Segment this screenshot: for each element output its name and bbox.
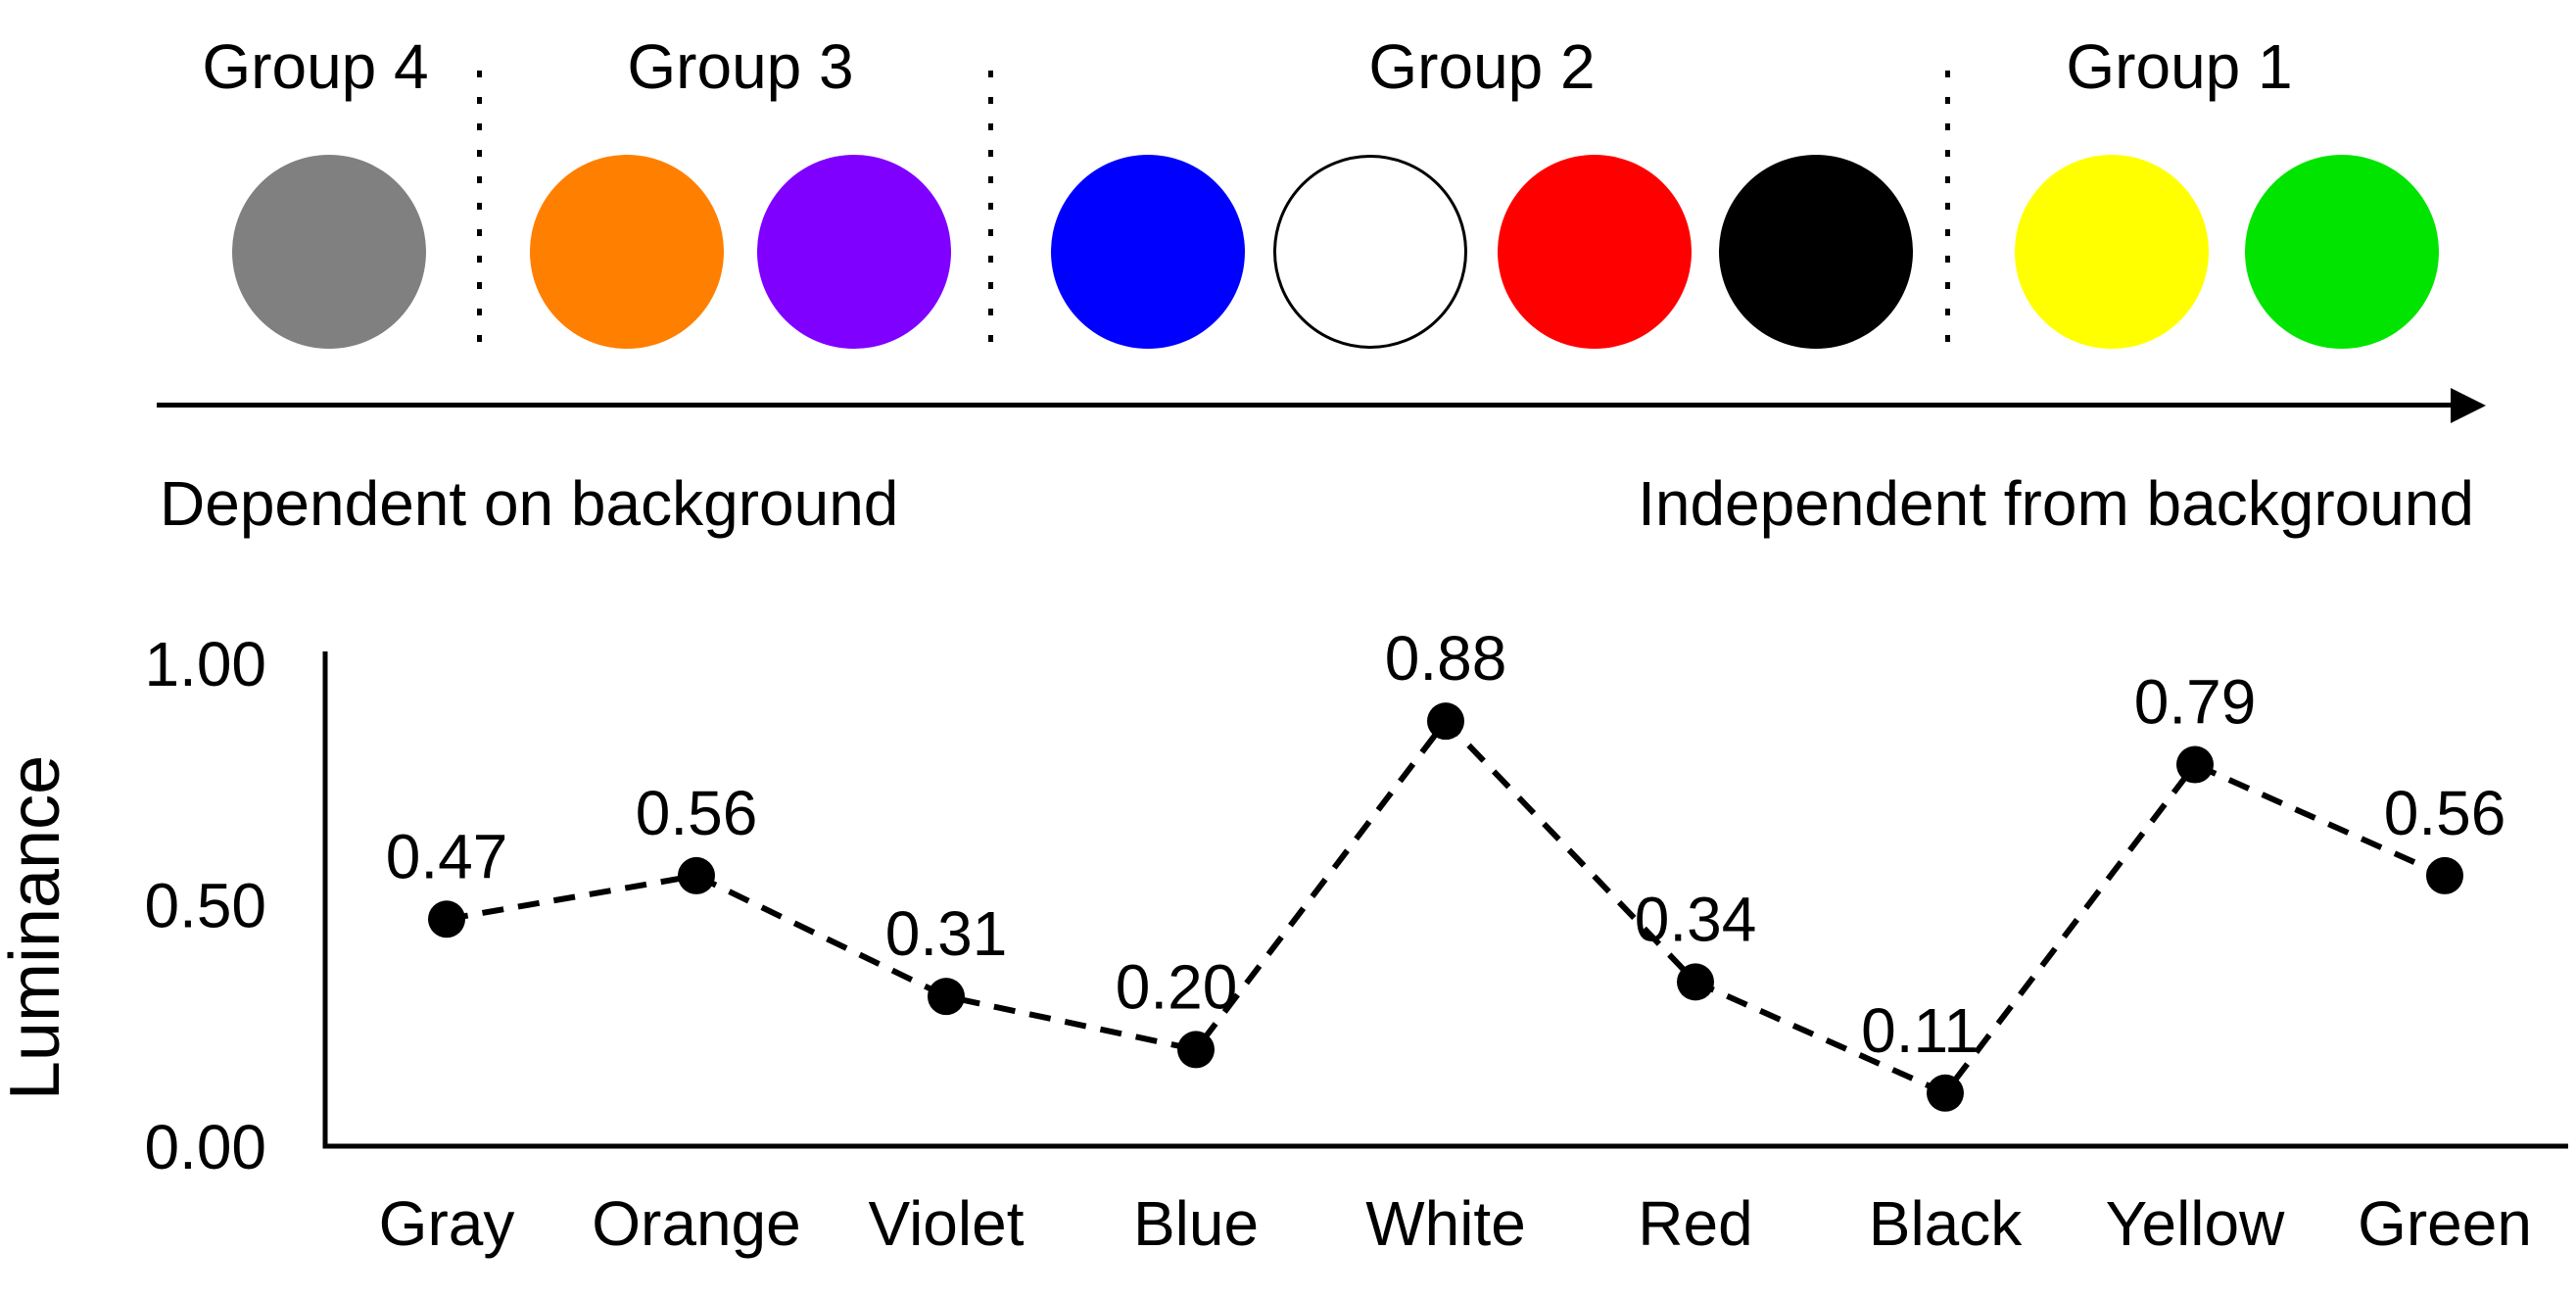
data-point-orange — [678, 856, 715, 894]
x-category-label: Orange — [592, 1188, 800, 1259]
x-category-label: White — [1365, 1188, 1526, 1259]
x-category-label: Red — [1638, 1188, 1752, 1259]
data-value-label: 0.79 — [2134, 667, 2257, 738]
data-value-label: 0.20 — [1116, 951, 1238, 1022]
group-3-label: Group 3 — [627, 31, 854, 102]
circle-black — [1719, 155, 1913, 349]
x-category-label: Black — [1869, 1188, 2024, 1259]
y-axis-title: Luminance — [0, 755, 74, 1100]
y-tick-label: 0.50 — [144, 871, 266, 941]
data-value-label: 0.88 — [1385, 623, 1507, 694]
group-divider-icon — [477, 71, 482, 355]
dependence-arrow-head-icon — [2451, 388, 2486, 423]
dependence-arrow-line — [157, 403, 2455, 408]
group-4-label: Group 4 — [202, 31, 429, 102]
circle-violet — [757, 155, 951, 349]
x-category-label: Blue — [1133, 1188, 1259, 1259]
circle-blue — [1051, 155, 1245, 349]
x-category-label: Violet — [869, 1188, 1025, 1259]
data-point-black — [1927, 1074, 1964, 1112]
group-2-label: Group 2 — [1368, 31, 1596, 102]
x-category-label: Gray — [379, 1188, 515, 1259]
data-value-label: 0.56 — [2384, 778, 2506, 848]
data-point-green — [2426, 856, 2463, 894]
group-divider-icon — [1945, 71, 1950, 355]
data-value-label: 0.56 — [636, 778, 758, 848]
circle-red — [1498, 155, 1692, 349]
circle-white — [1273, 155, 1467, 349]
circle-yellow — [2015, 155, 2209, 349]
data-point-gray — [428, 900, 465, 938]
circle-gray — [232, 155, 426, 349]
y-tick-label: 0.00 — [144, 1112, 266, 1182]
group-divider-icon — [988, 71, 993, 355]
data-value-label: 0.47 — [386, 821, 508, 891]
data-point-white — [1427, 702, 1464, 741]
data-point-blue — [1177, 1031, 1215, 1069]
dependent-on-background-caption: Dependent on background — [160, 468, 899, 539]
data-point-red — [1677, 963, 1714, 1001]
y-tick-label: 1.00 — [144, 629, 266, 699]
independent-from-background-caption: Independent from background — [1638, 468, 2474, 539]
data-point-yellow — [2176, 745, 2214, 784]
data-value-label: 0.11 — [1861, 995, 1979, 1066]
group-1-label: Group 1 — [2066, 31, 2293, 102]
data-value-label: 0.34 — [1635, 884, 1757, 954]
data-point-violet — [928, 978, 965, 1016]
circle-green — [2245, 155, 2439, 349]
data-value-label: 0.31 — [885, 898, 1008, 969]
x-category-label: Yellow — [2106, 1188, 2285, 1259]
x-category-label: Green — [2358, 1188, 2532, 1259]
circle-orange — [530, 155, 724, 349]
